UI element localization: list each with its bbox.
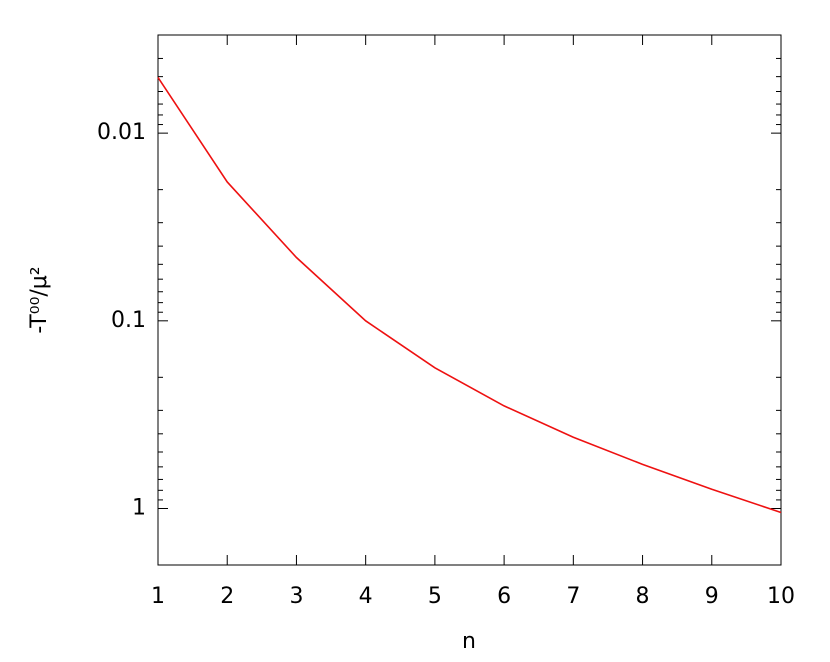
- x-tick-label: 7: [566, 584, 580, 609]
- y-tick-label: 1: [132, 496, 146, 521]
- x-tick-label: 1: [151, 584, 165, 609]
- x-axis-label: n: [462, 629, 476, 654]
- y-axis-label: -T⁰⁰/μ²: [27, 266, 52, 333]
- x-tick-label: 6: [497, 584, 511, 609]
- y-tick-label: 0.1: [111, 308, 146, 333]
- y-tick-label: 0.01: [97, 120, 146, 145]
- plot-frame: [157, 34, 782, 566]
- x-tick-label: 10: [767, 584, 795, 609]
- x-tick-label: 2: [220, 584, 234, 609]
- x-tick-label: 9: [705, 584, 719, 609]
- series-line: [157, 77, 782, 514]
- x-tick-label: 5: [428, 584, 442, 609]
- x-tick-label: 3: [289, 584, 303, 609]
- x-tick-label: 4: [359, 584, 373, 609]
- x-tick-label: 8: [636, 584, 650, 609]
